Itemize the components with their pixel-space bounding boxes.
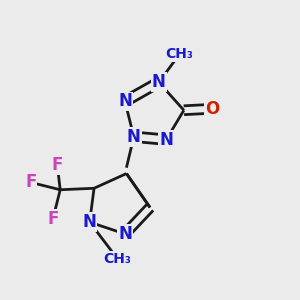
Text: N: N: [159, 131, 173, 149]
Text: N: N: [83, 213, 97, 231]
Text: O: O: [205, 100, 219, 118]
Text: N: N: [118, 92, 132, 110]
Text: CH₃: CH₃: [166, 47, 194, 61]
Text: N: N: [152, 73, 166, 91]
Text: F: F: [47, 210, 58, 228]
Text: N: N: [127, 128, 141, 146]
Text: F: F: [25, 173, 36, 191]
Text: CH₃: CH₃: [104, 252, 131, 266]
Text: N: N: [118, 225, 132, 243]
Text: F: F: [52, 156, 63, 174]
